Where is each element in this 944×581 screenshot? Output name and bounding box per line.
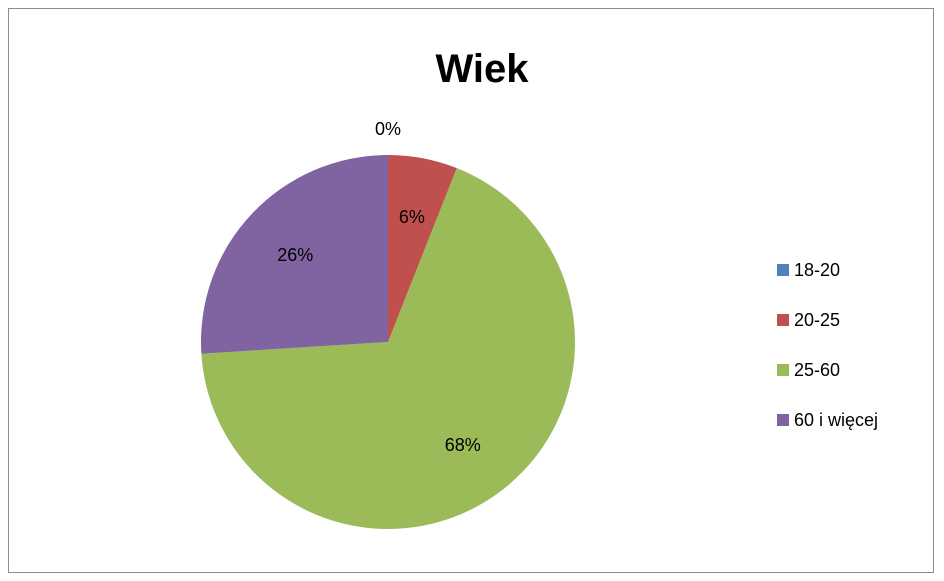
pie-slices	[201, 155, 576, 530]
legend-swatch-20-25	[777, 314, 789, 326]
pie-slice-60-i-wi-cej	[201, 155, 388, 354]
legend: 18-20 20-25 25-60 60 i więcej	[777, 260, 878, 430]
legend-label-18-20: 18-20	[794, 260, 840, 280]
pie-slice-20-25	[388, 155, 457, 342]
legend-label-25-60: 25-60	[794, 360, 840, 380]
data-label-20-25: 6%	[399, 207, 425, 227]
pie-slice-25-60	[201, 168, 576, 530]
legend-label-60-i-wi-cej: 60 i więcej	[794, 410, 878, 430]
pie-data-labels: 0% 6% 68% 26%	[277, 119, 480, 455]
legend-swatch-18-20	[777, 264, 789, 276]
data-label-25-60: 68%	[445, 435, 481, 455]
legend-label-20-25: 20-25	[794, 310, 840, 330]
data-label-60-i-wi-cej: 26%	[277, 245, 313, 265]
legend-swatch-25-60	[777, 364, 789, 376]
chart-title: Wiek	[435, 47, 529, 91]
data-label-18-20: 0%	[375, 119, 401, 139]
legend-swatch-60-i-wi-cej	[777, 414, 789, 426]
